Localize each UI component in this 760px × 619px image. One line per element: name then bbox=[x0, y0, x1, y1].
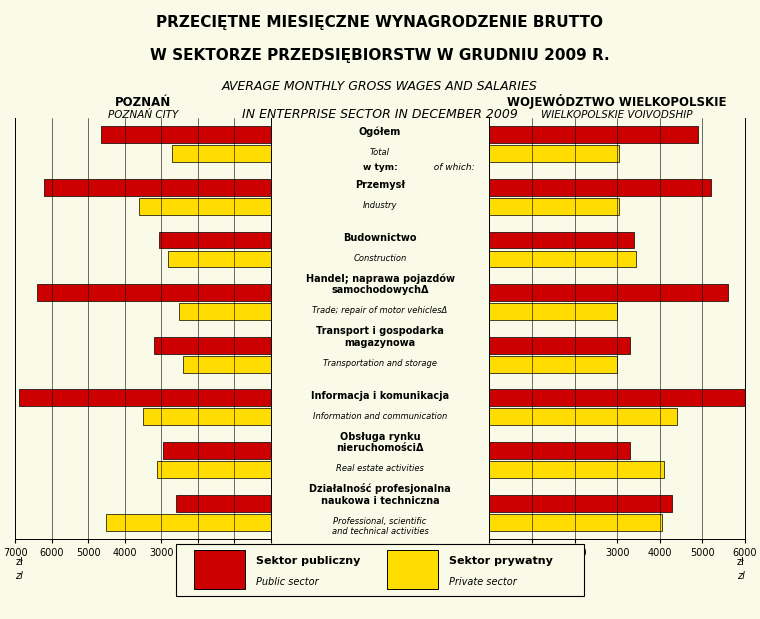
Text: POZNAŃ CITY: POZNAŃ CITY bbox=[108, 110, 178, 120]
Bar bbox=[489, 284, 728, 301]
Text: Public sector: Public sector bbox=[256, 577, 318, 587]
Text: Sektor prywatny: Sektor prywatny bbox=[449, 556, 553, 566]
Text: Total: Total bbox=[370, 149, 390, 157]
Text: zl: zl bbox=[15, 571, 23, 581]
Bar bbox=[489, 409, 676, 425]
Text: zl: zl bbox=[737, 571, 745, 581]
Text: Industry: Industry bbox=[363, 201, 397, 210]
Bar bbox=[179, 303, 271, 320]
Bar bbox=[489, 251, 636, 267]
Text: Informacja i komunikacja: Informacja i komunikacja bbox=[311, 391, 449, 400]
Text: Information and communication: Information and communication bbox=[313, 412, 447, 420]
Bar bbox=[489, 179, 711, 196]
Text: POZNAŃ: POZNAŃ bbox=[115, 97, 171, 110]
Bar bbox=[157, 461, 271, 478]
Bar bbox=[101, 126, 271, 143]
Text: Sektor publiczny: Sektor publiczny bbox=[256, 556, 360, 566]
FancyBboxPatch shape bbox=[194, 550, 245, 589]
Bar bbox=[489, 389, 745, 406]
Text: Private sector: Private sector bbox=[449, 577, 517, 587]
Bar bbox=[172, 145, 271, 162]
Bar bbox=[143, 409, 271, 425]
Text: AVERAGE MONTHLY GROSS WAGES AND SALARIES: AVERAGE MONTHLY GROSS WAGES AND SALARIES bbox=[222, 80, 538, 93]
Text: Construction: Construction bbox=[353, 254, 407, 262]
Bar bbox=[489, 514, 662, 530]
Bar bbox=[154, 337, 271, 353]
Text: w tym:: w tym: bbox=[363, 163, 397, 172]
Text: PRZECIĘTNE MIESIĘCZNE WYNAGRODZENIE BRUTTO: PRZECIĘTNE MIESIĘCZNE WYNAGRODZENIE BRUT… bbox=[157, 15, 603, 30]
Bar bbox=[489, 356, 617, 373]
FancyBboxPatch shape bbox=[388, 550, 439, 589]
Bar bbox=[163, 442, 271, 459]
Text: WOJEWÓDZTWO WIELKOPOLSKIE: WOJEWÓDZTWO WIELKOPOLSKIE bbox=[508, 95, 727, 110]
Text: W SEKTORZE PRZEDSIĘBIORSTW W GRUDNIU 2009 R.: W SEKTORZE PRZEDSIĘBIORSTW W GRUDNIU 200… bbox=[150, 48, 610, 63]
Bar bbox=[489, 232, 634, 248]
Bar bbox=[489, 495, 673, 512]
Bar bbox=[176, 495, 271, 512]
Bar bbox=[160, 232, 271, 248]
Bar bbox=[169, 251, 271, 267]
Bar bbox=[489, 198, 619, 215]
Text: Działalność profesjonalna
naukowa i techniczna: Działalność profesjonalna naukowa i tech… bbox=[309, 483, 451, 506]
FancyBboxPatch shape bbox=[176, 544, 584, 595]
Bar bbox=[106, 514, 271, 530]
Text: Real estate activities: Real estate activities bbox=[336, 464, 424, 474]
Text: Obsługa rynku
nieruchomościΔ: Obsługa rynku nieruchomościΔ bbox=[336, 431, 424, 453]
Text: Transportation and storage: Transportation and storage bbox=[323, 359, 437, 368]
Bar bbox=[489, 126, 698, 143]
Text: Transport i gospodarka
magazynowa: Transport i gospodarka magazynowa bbox=[316, 326, 444, 348]
Bar bbox=[183, 356, 271, 373]
Bar bbox=[489, 442, 630, 459]
Text: zł: zł bbox=[737, 558, 745, 568]
Text: zł: zł bbox=[15, 558, 23, 568]
Bar bbox=[19, 389, 271, 406]
Text: Ogółem: Ogółem bbox=[359, 127, 401, 137]
Bar bbox=[37, 284, 271, 301]
Text: IN ENTERPRISE SECTOR IN DECEMBER 2009: IN ENTERPRISE SECTOR IN DECEMBER 2009 bbox=[242, 108, 518, 121]
Bar bbox=[139, 198, 271, 215]
Text: Professional, scientific
and technical activities: Professional, scientific and technical a… bbox=[331, 517, 429, 536]
Bar bbox=[489, 461, 664, 478]
Text: Handel; naprawa pojazdów
samochodowychΔ: Handel; naprawa pojazdów samochodowychΔ bbox=[306, 273, 454, 295]
Bar bbox=[44, 179, 271, 196]
Text: Przemysł: Przemysł bbox=[355, 180, 405, 190]
Text: Trade; repair of motor vehiclesΔ: Trade; repair of motor vehiclesΔ bbox=[312, 306, 448, 315]
Text: of which:: of which: bbox=[428, 163, 475, 172]
Text: Budownictwo: Budownictwo bbox=[344, 233, 416, 243]
Bar bbox=[489, 145, 619, 162]
Bar bbox=[489, 337, 630, 353]
Bar bbox=[489, 303, 617, 320]
Text: WIELKOPOLSKIE VOIVODSHIP: WIELKOPOLSKIE VOIVODSHIP bbox=[541, 110, 693, 120]
